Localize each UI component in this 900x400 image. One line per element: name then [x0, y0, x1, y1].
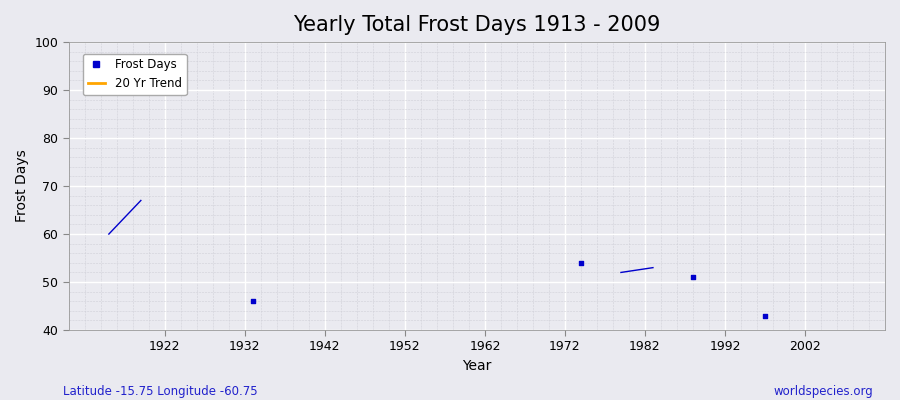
- Text: worldspecies.org: worldspecies.org: [773, 385, 873, 398]
- Legend: Frost Days, 20 Yr Trend: Frost Days, 20 Yr Trend: [83, 54, 186, 95]
- Point: [246, 298, 260, 304]
- Title: Yearly Total Frost Days 1913 - 2009: Yearly Total Frost Days 1913 - 2009: [293, 15, 661, 35]
- Text: Latitude -15.75 Longitude -60.75: Latitude -15.75 Longitude -60.75: [63, 385, 257, 398]
- Point: [573, 260, 588, 266]
- Y-axis label: Frost Days: Frost Days: [15, 150, 29, 222]
- X-axis label: Year: Year: [463, 359, 491, 373]
- Point: [686, 274, 700, 280]
- Point: [758, 312, 772, 319]
